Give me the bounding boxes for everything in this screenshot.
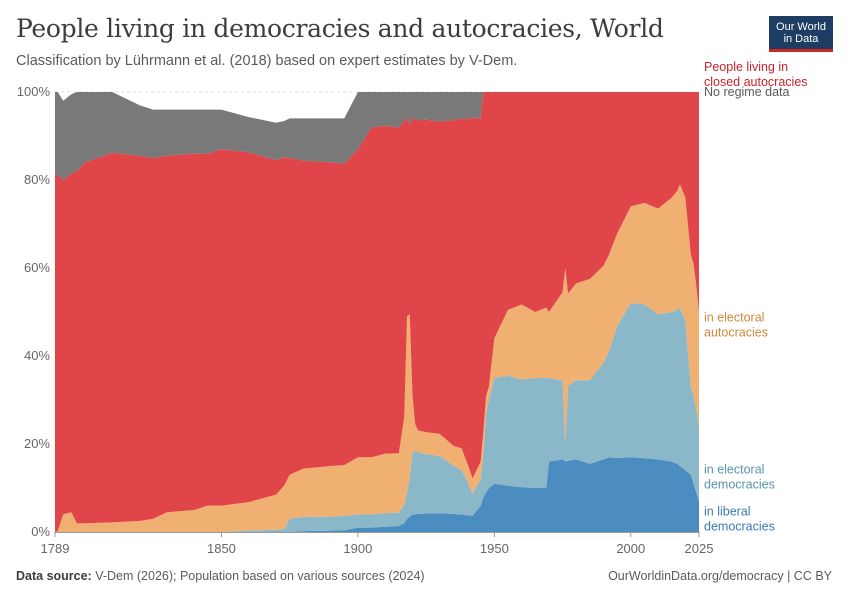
chart-subtitle: Classification by Lührmann et al. (2018)… xyxy=(16,53,518,69)
area-in-electoral-autocracies[interactable] xyxy=(55,184,699,532)
source-label: Data source: xyxy=(16,569,92,583)
footer-source: Data source: V-Dem (2026); Population ba… xyxy=(16,569,425,583)
source-text: V-Dem (2026); Population based on variou… xyxy=(91,569,425,583)
area-in-electoral-democracies[interactable] xyxy=(55,303,699,532)
logo-line-1: Our World xyxy=(776,21,826,33)
x-tick-label: 2025 xyxy=(685,541,714,556)
x-tick-label: 2000 xyxy=(616,541,645,556)
legend-label: democracies xyxy=(704,478,775,492)
chart-title: People living in democracies and autocra… xyxy=(16,14,664,43)
axes: 0% 20% 40% 60% 80% 100% 1789 1850 1900 1950 2000 20… xyxy=(17,84,714,556)
footer-link[interactable]: OurWorldinData.org/democracy | CC BY xyxy=(608,569,832,583)
legend-label: autocracies xyxy=(704,326,768,340)
legend-label: in liberal xyxy=(704,504,751,518)
x-tick-label: 1850 xyxy=(207,541,236,556)
x-tick-label: 1900 xyxy=(343,541,372,556)
legend-label: closed autocracies xyxy=(704,75,808,89)
area-in-liberal-democracies[interactable] xyxy=(55,457,699,532)
owid-logo[interactable]: Our World in Data xyxy=(769,16,833,52)
legend-label: in electoral xyxy=(704,463,764,477)
y-tick-label: 80% xyxy=(24,172,50,187)
area-no-regime-data[interactable] xyxy=(55,92,699,180)
area-people-living-in-closed-autocracies[interactable] xyxy=(55,92,699,532)
legend-label: No regime data xyxy=(704,85,790,99)
legend-label: democracies xyxy=(704,519,775,533)
x-tick-label: 1950 xyxy=(480,541,509,556)
legend-label: in electoral xyxy=(704,311,764,325)
y-tick-label: 100% xyxy=(17,84,51,99)
y-tick-label: 0% xyxy=(31,524,50,539)
y-tick-label: 20% xyxy=(24,436,50,451)
y-tick-label: 60% xyxy=(24,260,50,275)
logo-line-2: in Data xyxy=(783,33,819,45)
y-tick-label: 40% xyxy=(24,348,50,363)
legend-label: People living in xyxy=(704,60,788,74)
area-series xyxy=(55,92,699,532)
x-tick-label: 1789 xyxy=(41,541,70,556)
